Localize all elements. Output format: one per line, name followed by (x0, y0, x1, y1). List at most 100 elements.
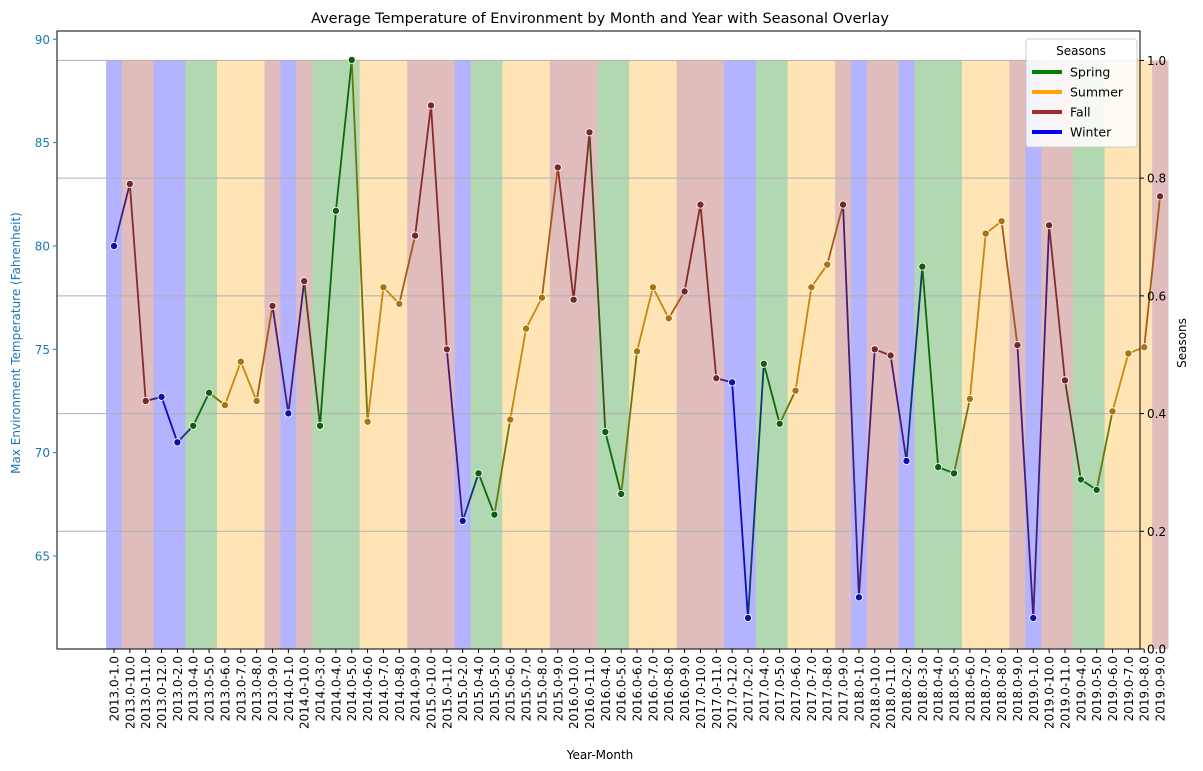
line-segment (113, 183, 131, 247)
data-point (601, 427, 610, 436)
chart-title: Average Temperature of Environment by Mo… (311, 11, 889, 27)
season-band (1152, 60, 1169, 649)
data-point (490, 510, 499, 519)
data-point (981, 229, 990, 238)
legend-entries: Spring Summer Fall Winter (1032, 65, 1124, 140)
season-band (613, 60, 630, 649)
line-segment (319, 209, 337, 427)
season-band (502, 60, 519, 649)
data-point (331, 206, 340, 215)
line-segment (1111, 352, 1130, 413)
line-segment (224, 360, 242, 407)
season-band (1136, 60, 1153, 649)
legend-label: Fall (1070, 105, 1091, 120)
season-band (851, 60, 868, 649)
y2-tick-label: 0.6 (1147, 289, 1166, 303)
line-segment (1032, 224, 1051, 619)
x-tick-label: 2019.0-4.0 (1074, 656, 1088, 721)
data-point (268, 301, 277, 310)
x-tick-label: 2018.0-8.0 (995, 656, 1009, 721)
legend-title: Seasons (1056, 44, 1106, 58)
x-tick-label: 2015.0-5.0 (488, 656, 502, 721)
x-tick-label: 2013.0-7.0 (234, 656, 248, 721)
x-tick-label: 2013.0-4.0 (187, 656, 201, 721)
season-band (930, 60, 947, 649)
x-tick-label: 2018.0-2.0 (900, 656, 914, 721)
axes (56, 30, 1141, 650)
season-band (185, 60, 202, 649)
x-tick-label: 2015.0-4.0 (472, 656, 486, 721)
season-band (692, 60, 709, 649)
x-tick-label: 2018.0-6.0 (963, 656, 977, 721)
data-point (648, 283, 657, 292)
data-point (220, 401, 229, 410)
x-tick-label: 2016.0-8.0 (662, 656, 676, 721)
season-band (676, 60, 694, 649)
season-band (391, 60, 408, 649)
season-band (153, 60, 170, 649)
x-tick-label: 2016.0-9.0 (678, 656, 692, 721)
data-point (379, 283, 388, 292)
data-point (347, 55, 356, 64)
x-tick-label: 2013.0-6.0 (218, 656, 232, 721)
season-band (486, 60, 503, 649)
x-tick-label: 2015.0-8.0 (535, 656, 549, 721)
line-segment (556, 166, 575, 301)
data-point (807, 283, 816, 292)
line-segment (509, 327, 527, 421)
data-point (1124, 349, 1133, 358)
line-segment (239, 360, 258, 402)
line-segment (255, 304, 274, 402)
data-point (205, 388, 214, 397)
data-point (839, 200, 848, 209)
x-tick-label: 2015.0-2.0 (456, 656, 470, 721)
season-band (597, 60, 614, 649)
data-point (870, 345, 879, 354)
season-band (1104, 60, 1121, 649)
line-segment (762, 362, 781, 425)
line-segment (1095, 410, 1114, 491)
season-band (755, 60, 773, 649)
line-segment (921, 265, 940, 469)
x-tick-label: 2014.0-10.0 (298, 656, 312, 729)
season-band (169, 60, 186, 649)
data-point (680, 287, 689, 296)
x-tick-label: 2017.0-9.0 (837, 656, 851, 721)
x-tick-label: 2018.0-9.0 (1011, 656, 1025, 721)
season-band (787, 60, 804, 649)
data-point (157, 392, 166, 401)
x-tick-label: 2013.0-5.0 (203, 656, 217, 721)
season-band (518, 60, 535, 649)
x-tick-label: 2017.0-11.0 (710, 656, 724, 729)
season-band (660, 60, 678, 649)
line-segment (366, 286, 385, 423)
x-axis-label: Year-Month (566, 748, 634, 762)
data-point (569, 295, 578, 304)
data-point (141, 396, 150, 405)
line-segment (271, 304, 290, 415)
season-band (407, 60, 424, 649)
line-segment (414, 104, 432, 237)
x-tick-label: 2019.0-9.0 (1154, 656, 1168, 721)
line-segment (398, 234, 417, 305)
y-tick-label: 80 (35, 239, 50, 253)
data-point (506, 415, 515, 424)
legend-box (1025, 38, 1138, 148)
season-band (312, 60, 329, 649)
y-tick-label: 85 (35, 136, 50, 150)
x-tick-label: 2016.0-7.0 (646, 656, 660, 721)
x-tick-label: 2014.0-3.0 (314, 656, 328, 721)
y2-tick-label: 0.4 (1147, 407, 1166, 421)
season-band (914, 60, 931, 649)
line-segment (651, 286, 670, 320)
x-tick-label: 2017.0-2.0 (741, 656, 755, 721)
data-point (110, 241, 119, 250)
line-segment (430, 104, 448, 351)
x-tick-label: 2014.0-1.0 (282, 656, 296, 721)
line-segment (731, 381, 749, 619)
data-point (395, 299, 404, 308)
season-band (961, 60, 979, 649)
season-band (423, 60, 440, 649)
season-band (771, 60, 789, 649)
season-band (217, 60, 234, 649)
